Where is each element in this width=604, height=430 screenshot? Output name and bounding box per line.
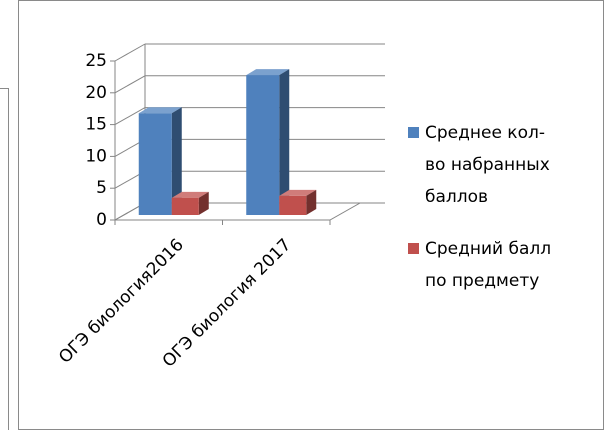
bar bbox=[279, 189, 317, 215]
bar-side bbox=[306, 189, 317, 215]
bar-side bbox=[198, 191, 209, 215]
bar-front bbox=[138, 113, 172, 215]
bar-front bbox=[171, 197, 199, 215]
bar-top bbox=[138, 107, 182, 114]
grid-line bbox=[114, 107, 146, 126]
grid-line bbox=[114, 75, 146, 94]
bar bbox=[138, 107, 182, 215]
bar-top bbox=[171, 191, 209, 198]
bar-side bbox=[171, 107, 182, 215]
bar-front bbox=[279, 195, 307, 215]
bar bbox=[246, 69, 290, 215]
chart-frame bbox=[18, 0, 604, 430]
y-tick-label: 20 bbox=[85, 83, 107, 103]
legend-swatch bbox=[408, 127, 419, 138]
y-tick-label: 25 bbox=[85, 51, 107, 71]
grid-line bbox=[114, 43, 146, 62]
y-tick-label: 5 bbox=[96, 178, 107, 198]
y-tick-label: 0 bbox=[96, 210, 107, 230]
bar-top bbox=[279, 189, 317, 196]
y-tick-label: 15 bbox=[85, 115, 107, 135]
outer-frame bbox=[0, 88, 9, 430]
legend-swatch bbox=[408, 243, 419, 254]
legend-label: Среднее кол-во набранных баллов bbox=[425, 123, 550, 207]
legend-label: Средний балл по предмету bbox=[425, 239, 551, 291]
bar-top bbox=[246, 69, 290, 76]
bar-front bbox=[246, 75, 280, 215]
y-tick-label: 10 bbox=[85, 146, 107, 166]
bar-side bbox=[279, 69, 290, 215]
bar bbox=[171, 191, 209, 215]
